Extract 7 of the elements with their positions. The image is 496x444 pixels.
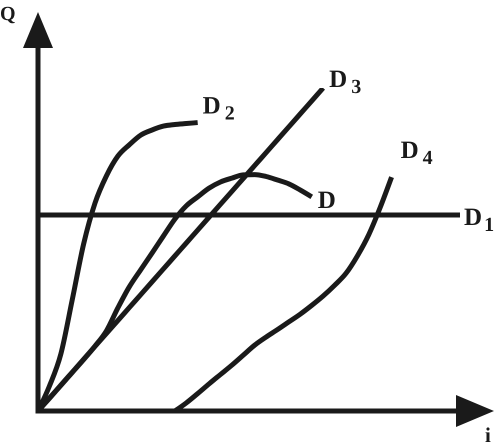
series-label: D$_{3}$ — [329, 66, 362, 98]
x-axis-title: i — [485, 423, 491, 444]
series-label: D$_{1}$ — [464, 204, 494, 236]
series-label: D$_{2}$ — [202, 92, 235, 125]
series-label: D$_{4}$ — [400, 137, 433, 170]
y-axis-title: Q — [0, 3, 16, 25]
series-label: D — [318, 186, 336, 214]
